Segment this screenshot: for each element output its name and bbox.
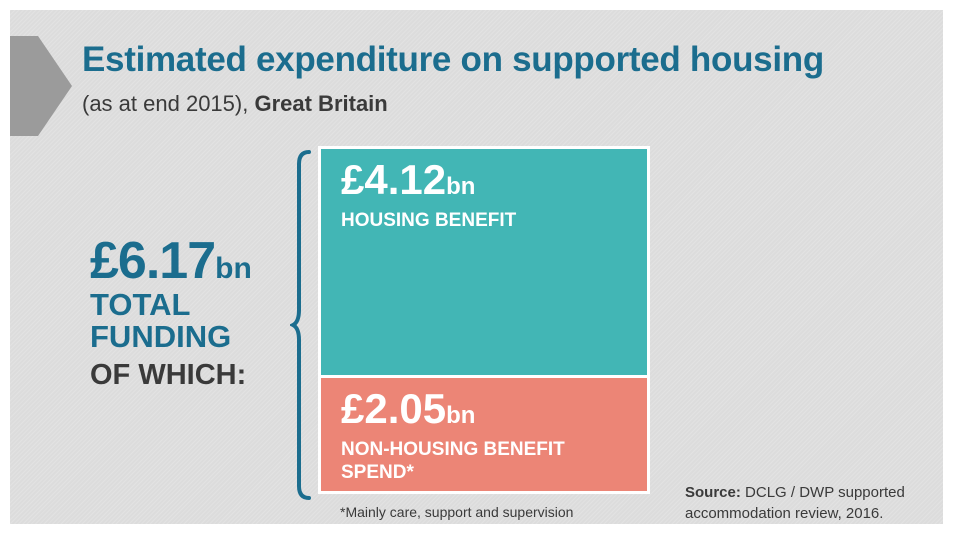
page-title: Estimated expenditure on supported housi… xyxy=(82,40,824,79)
segment-amount: £2.05bn xyxy=(341,388,475,430)
segment-label: HOUSING BENEFIT xyxy=(341,210,517,231)
funding-stack: £4.12bn HOUSING BENEFIT £2.05bn NON-HOUS… xyxy=(318,146,650,494)
total-label: TOTAL FUNDING xyxy=(90,287,232,354)
subtitle-period: (as at end 2015), xyxy=(82,91,249,116)
segment-amount-value: £4.12 xyxy=(341,156,447,203)
curly-brace-icon xyxy=(290,150,311,500)
bar-segment-housing-benefit: £4.12bn HOUSING BENEFIT xyxy=(318,146,650,378)
segment-amount-value: £2.05 xyxy=(341,385,447,432)
total-amount-unit: bn xyxy=(215,252,252,285)
subtitle-region: Great Britain xyxy=(254,91,388,116)
chevron-right-icon xyxy=(10,36,72,136)
total-amount: £6.17bn xyxy=(90,235,290,287)
source-text: DCLG / DWP supported accommodation revie… xyxy=(685,484,905,522)
source-label: Source: xyxy=(685,484,741,501)
infographic-panel: Estimated expenditure on supported housi… xyxy=(10,10,943,524)
total-sublabel: OF WHICH: xyxy=(90,359,247,391)
segment-amount-unit: bn xyxy=(446,402,476,429)
bar-segment-non-housing-benefit: £2.05bn NON-HOUSING BENEFIT SPEND* xyxy=(318,378,650,494)
segment-amount: £4.12bn xyxy=(341,159,475,201)
total-funding: £6.17bn TOTAL FUNDING OF WHICH: xyxy=(90,235,290,391)
subtitle: (as at end 2015), Great Britain xyxy=(82,91,388,117)
segment-amount-unit: bn xyxy=(446,173,476,200)
segment-label: NON-HOUSING BENEFIT SPEND* xyxy=(341,439,565,483)
source-note: Source: DCLG / DWP supported accommodati… xyxy=(685,482,940,524)
total-amount-value: £6.17 xyxy=(90,232,216,290)
footnote: *Mainly care, support and supervision xyxy=(340,504,574,520)
